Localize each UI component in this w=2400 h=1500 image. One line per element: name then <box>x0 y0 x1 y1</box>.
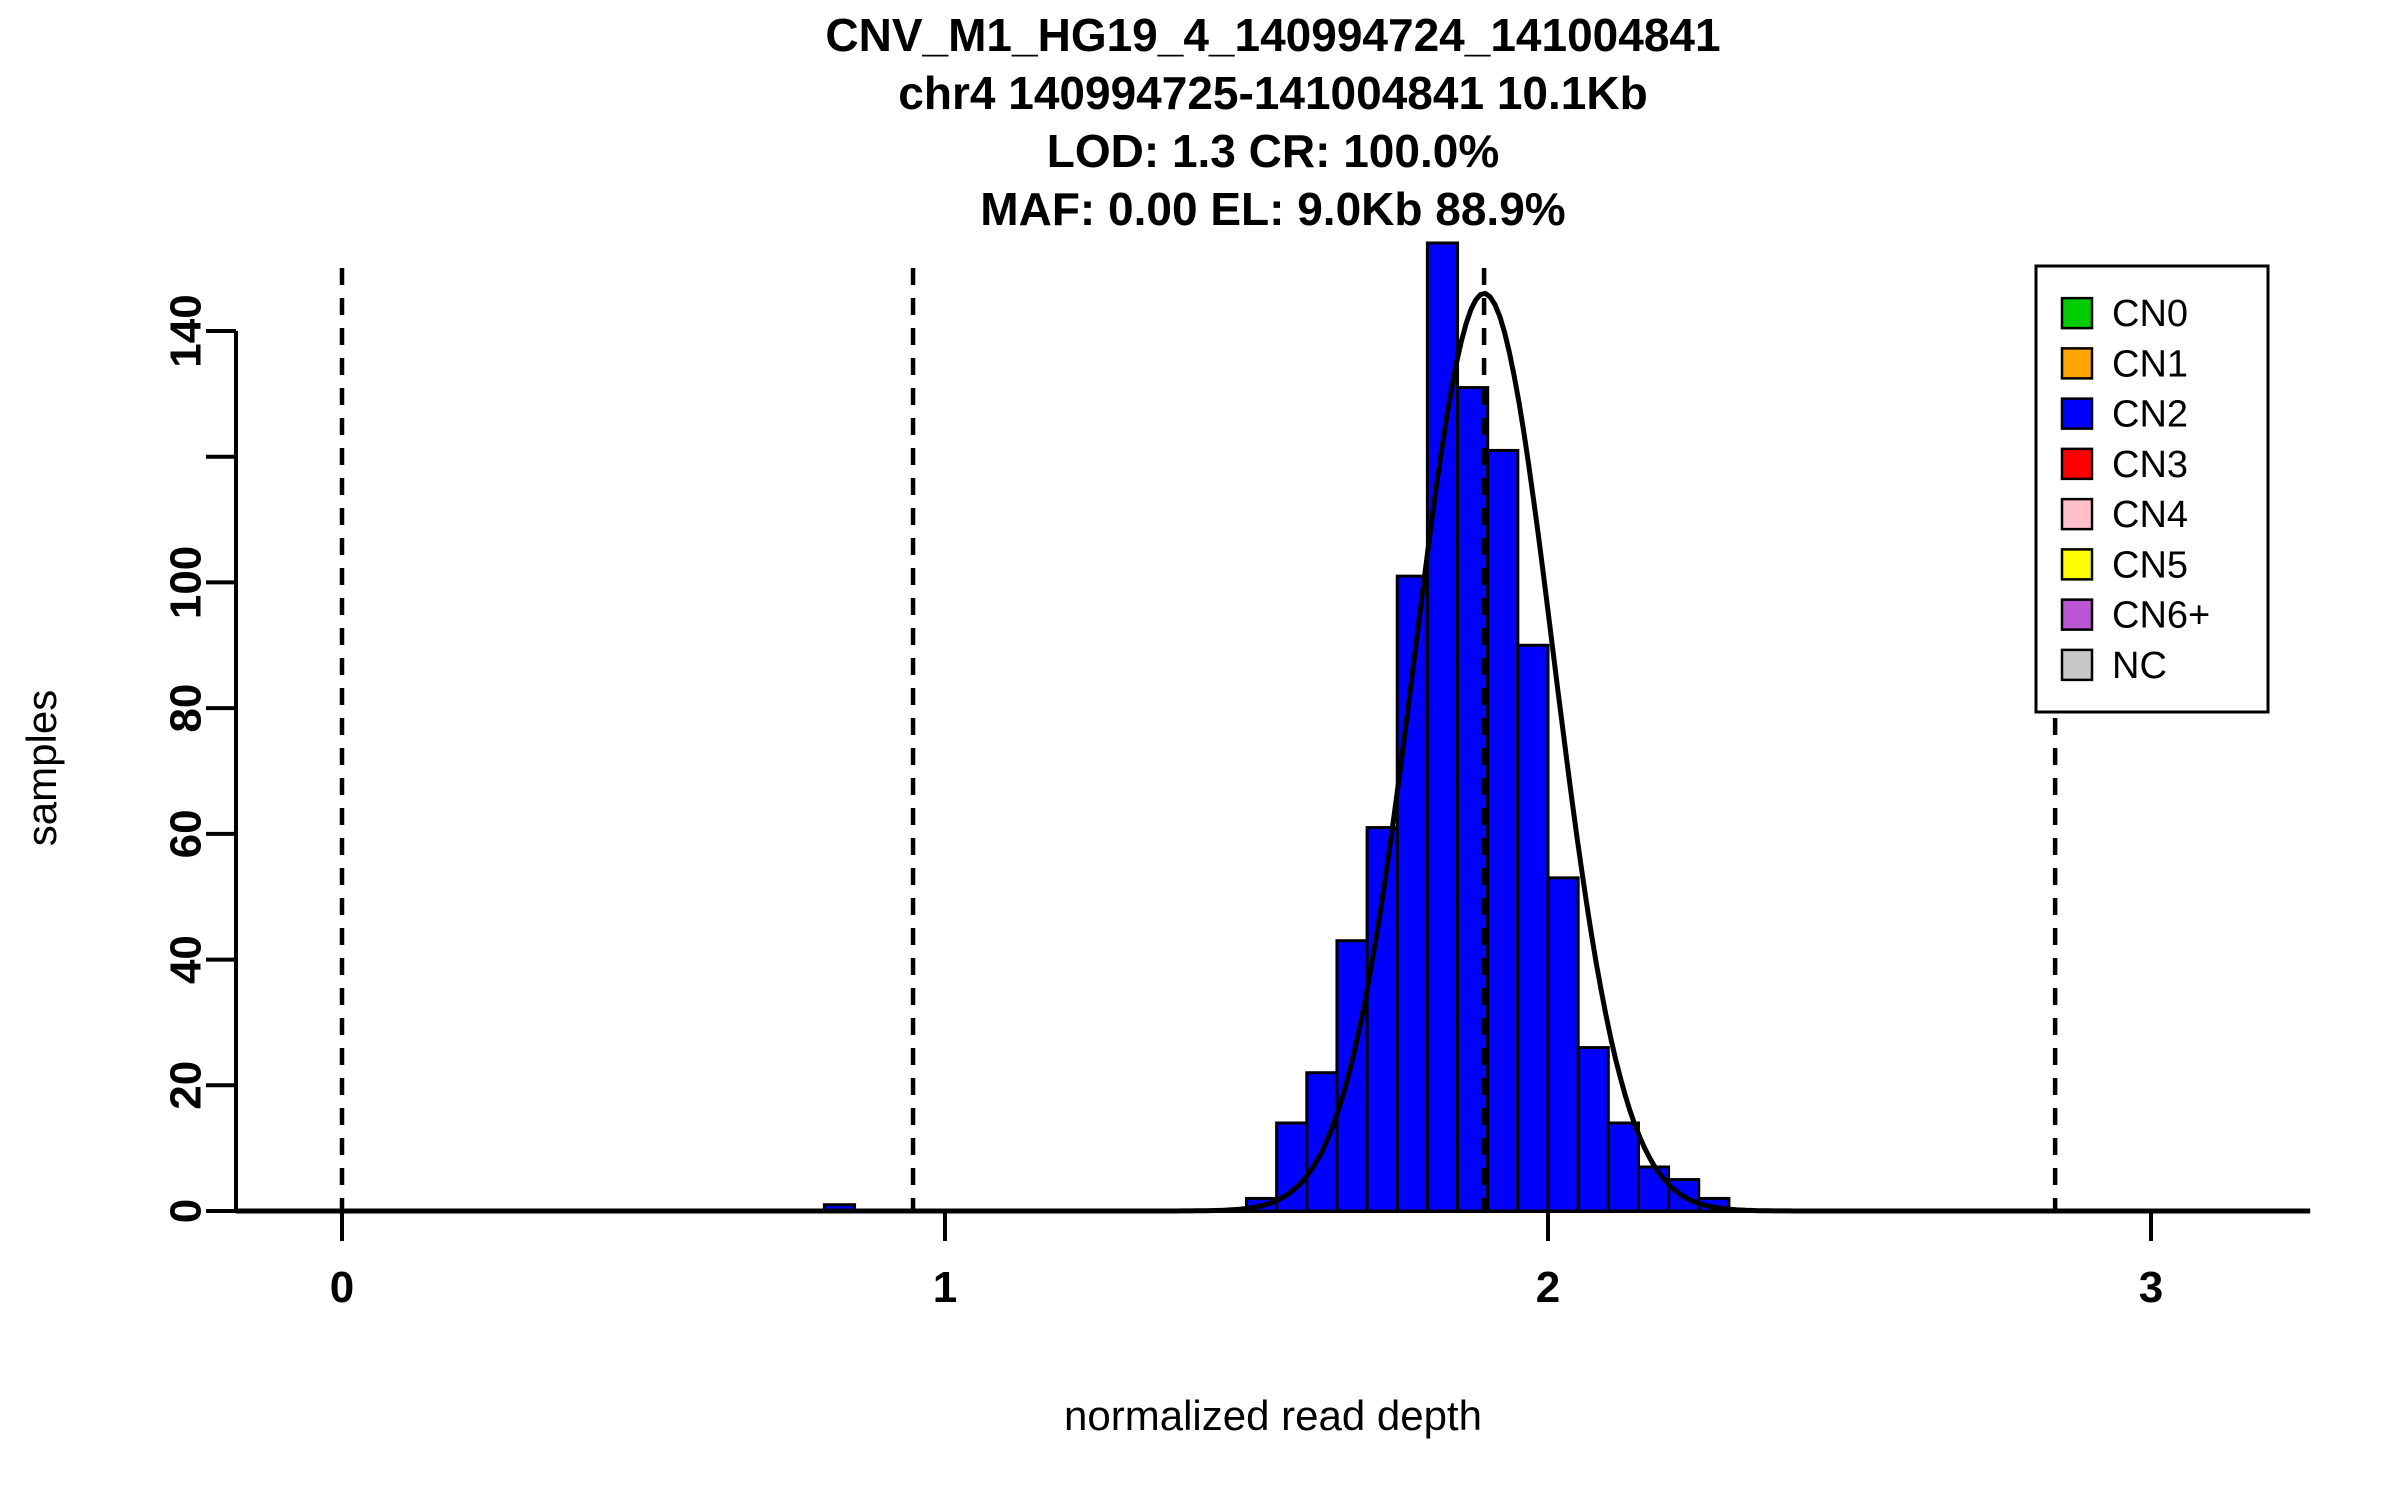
x-tick-label: 1 <box>933 1263 957 1312</box>
legend-label: NC <box>2112 645 2167 687</box>
legend-swatch-cn3 <box>2060 447 2094 481</box>
plot-title-line-3: LOD: 1.3 CR: 100.0% <box>1046 125 1500 177</box>
legend-label: CN1 <box>2112 343 2188 385</box>
histogram-bar <box>1606 1121 1640 1213</box>
legend-swatch-cn4 <box>2060 497 2094 531</box>
legend-label: CN5 <box>2112 544 2188 586</box>
plot-title-line-4: MAF: 0.00 EL: 9.0Kb 88.9% <box>980 183 1566 235</box>
x-axis-title: normalized read depth <box>1064 1392 1482 1439</box>
legend-swatch-cn5 <box>2060 548 2094 581</box>
plot-title-line-2: chr4 140994725-141004841 10.1Kb <box>898 67 1648 119</box>
legend-swatch-cn0 <box>2060 296 2094 330</box>
legend-label: CN3 <box>2112 444 2188 486</box>
legend-swatch-cn1 <box>2060 347 2094 380</box>
legend-swatch-cn6plus <box>2060 598 2094 631</box>
histogram-bar <box>1576 1046 1610 1213</box>
y-tick-label: 100 <box>162 546 211 619</box>
x-tick-label: 0 <box>330 1263 354 1312</box>
legend-swatch-nc <box>2060 648 2094 682</box>
y-tick-label: 0 <box>162 1199 211 1223</box>
x-tick-label: 3 <box>2139 1263 2163 1312</box>
histogram-bar <box>1636 1165 1671 1213</box>
legend-swatch-cn2 <box>2060 397 2094 430</box>
legend-label: CN2 <box>2112 394 2188 436</box>
y-tick-label: 40 <box>162 935 211 984</box>
y-tick-label: 140 <box>162 294 211 367</box>
x-tick-label: 2 <box>1536 1263 1560 1312</box>
plot-title-block: CNV_M1_HG19_4_140994724_141004841 chr4 1… <box>236 6 2310 238</box>
legend-box <box>2034 264 2270 714</box>
y-tick-label: 20 <box>162 1061 211 1110</box>
y-axis-title: samples <box>18 689 65 847</box>
histogram-bar <box>1546 876 1580 1213</box>
histogram-bar <box>1305 1071 1339 1213</box>
histogram-bar <box>1486 448 1520 1213</box>
legend-label: CN6+ <box>2112 595 2210 637</box>
y-tick-label: 60 <box>162 809 211 858</box>
y-tick-label: 80 <box>162 684 211 733</box>
plot-title-line-1: CNV_M1_HG19_4_140994724_141004841 <box>825 9 1721 61</box>
histogram-bar <box>1516 643 1550 1213</box>
legend-label: CN4 <box>2112 494 2188 536</box>
legend-label: CN0 <box>2112 293 2188 335</box>
gaussian-fit-curve <box>235 290 2311 1214</box>
histogram-bar <box>1335 939 1369 1213</box>
